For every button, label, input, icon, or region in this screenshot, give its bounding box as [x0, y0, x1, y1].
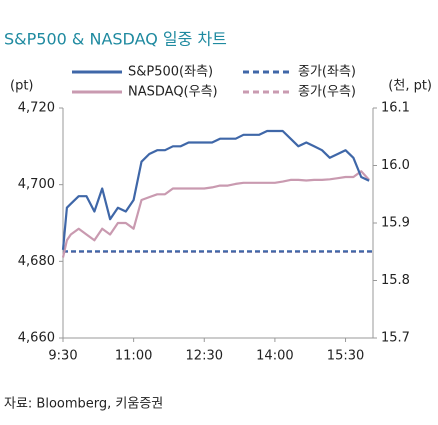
series-line	[61, 129, 370, 250]
y-tick-label: 4,660	[18, 331, 55, 346]
legend-label: 종가(좌측)	[298, 65, 356, 80]
legend-label: NASDAQ(우측)	[128, 85, 218, 100]
x-tick-label: 15:30	[327, 349, 364, 364]
y2-tick-label: 16.0	[381, 158, 410, 173]
chart-title: S&P500 & NASDAQ 일중 차트	[4, 30, 227, 49]
y-tick-label: 4,680	[18, 254, 55, 269]
x-tick-label: 12:30	[186, 349, 223, 364]
y2-tick-label: 15.8	[381, 273, 410, 288]
y-tick-label: 4,720	[18, 101, 55, 116]
y2-tick-label: 15.9	[381, 216, 410, 231]
legend-label: S&P500(좌측)	[128, 65, 213, 80]
y-axis-title: (pt)	[10, 79, 34, 94]
y-tick-label: 4,700	[18, 177, 55, 192]
y2-axis-title: (천, pt)	[388, 79, 432, 94]
series-line	[61, 170, 370, 258]
legend-label: 종가(우측)	[298, 85, 356, 100]
y2-tick-label: 15.7	[381, 331, 410, 346]
source: 자료: Bloomberg, 키움증권	[4, 397, 163, 412]
x-tick-label: 11:00	[115, 349, 152, 364]
x-tick-label: 9:30	[48, 349, 77, 364]
y2-tick-label: 16.1	[381, 101, 410, 116]
x-tick-label: 14:00	[256, 349, 293, 364]
